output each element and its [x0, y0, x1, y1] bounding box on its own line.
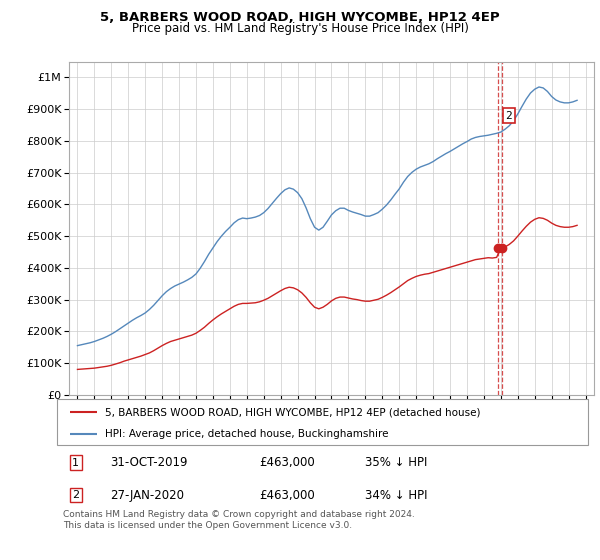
Text: 34% ↓ HPI: 34% ↓ HPI [365, 488, 427, 502]
Text: 5, BARBERS WOOD ROAD, HIGH WYCOMBE, HP12 4EP (detached house): 5, BARBERS WOOD ROAD, HIGH WYCOMBE, HP12… [105, 407, 480, 417]
Text: £463,000: £463,000 [259, 456, 314, 469]
Text: 2: 2 [505, 110, 512, 120]
Text: Price paid vs. HM Land Registry's House Price Index (HPI): Price paid vs. HM Land Registry's House … [131, 22, 469, 35]
Text: 35% ↓ HPI: 35% ↓ HPI [365, 456, 427, 469]
Text: 2: 2 [72, 490, 79, 500]
Text: 5, BARBERS WOOD ROAD, HIGH WYCOMBE, HP12 4EP: 5, BARBERS WOOD ROAD, HIGH WYCOMBE, HP12… [100, 11, 500, 24]
Text: Contains HM Land Registry data © Crown copyright and database right 2024.
This d: Contains HM Land Registry data © Crown c… [63, 510, 415, 530]
Text: HPI: Average price, detached house, Buckinghamshire: HPI: Average price, detached house, Buck… [105, 429, 388, 438]
Text: £463,000: £463,000 [259, 488, 314, 502]
Text: 27-JAN-2020: 27-JAN-2020 [110, 488, 184, 502]
FancyBboxPatch shape [57, 399, 588, 445]
Text: 31-OCT-2019: 31-OCT-2019 [110, 456, 188, 469]
Text: 1: 1 [72, 458, 79, 468]
